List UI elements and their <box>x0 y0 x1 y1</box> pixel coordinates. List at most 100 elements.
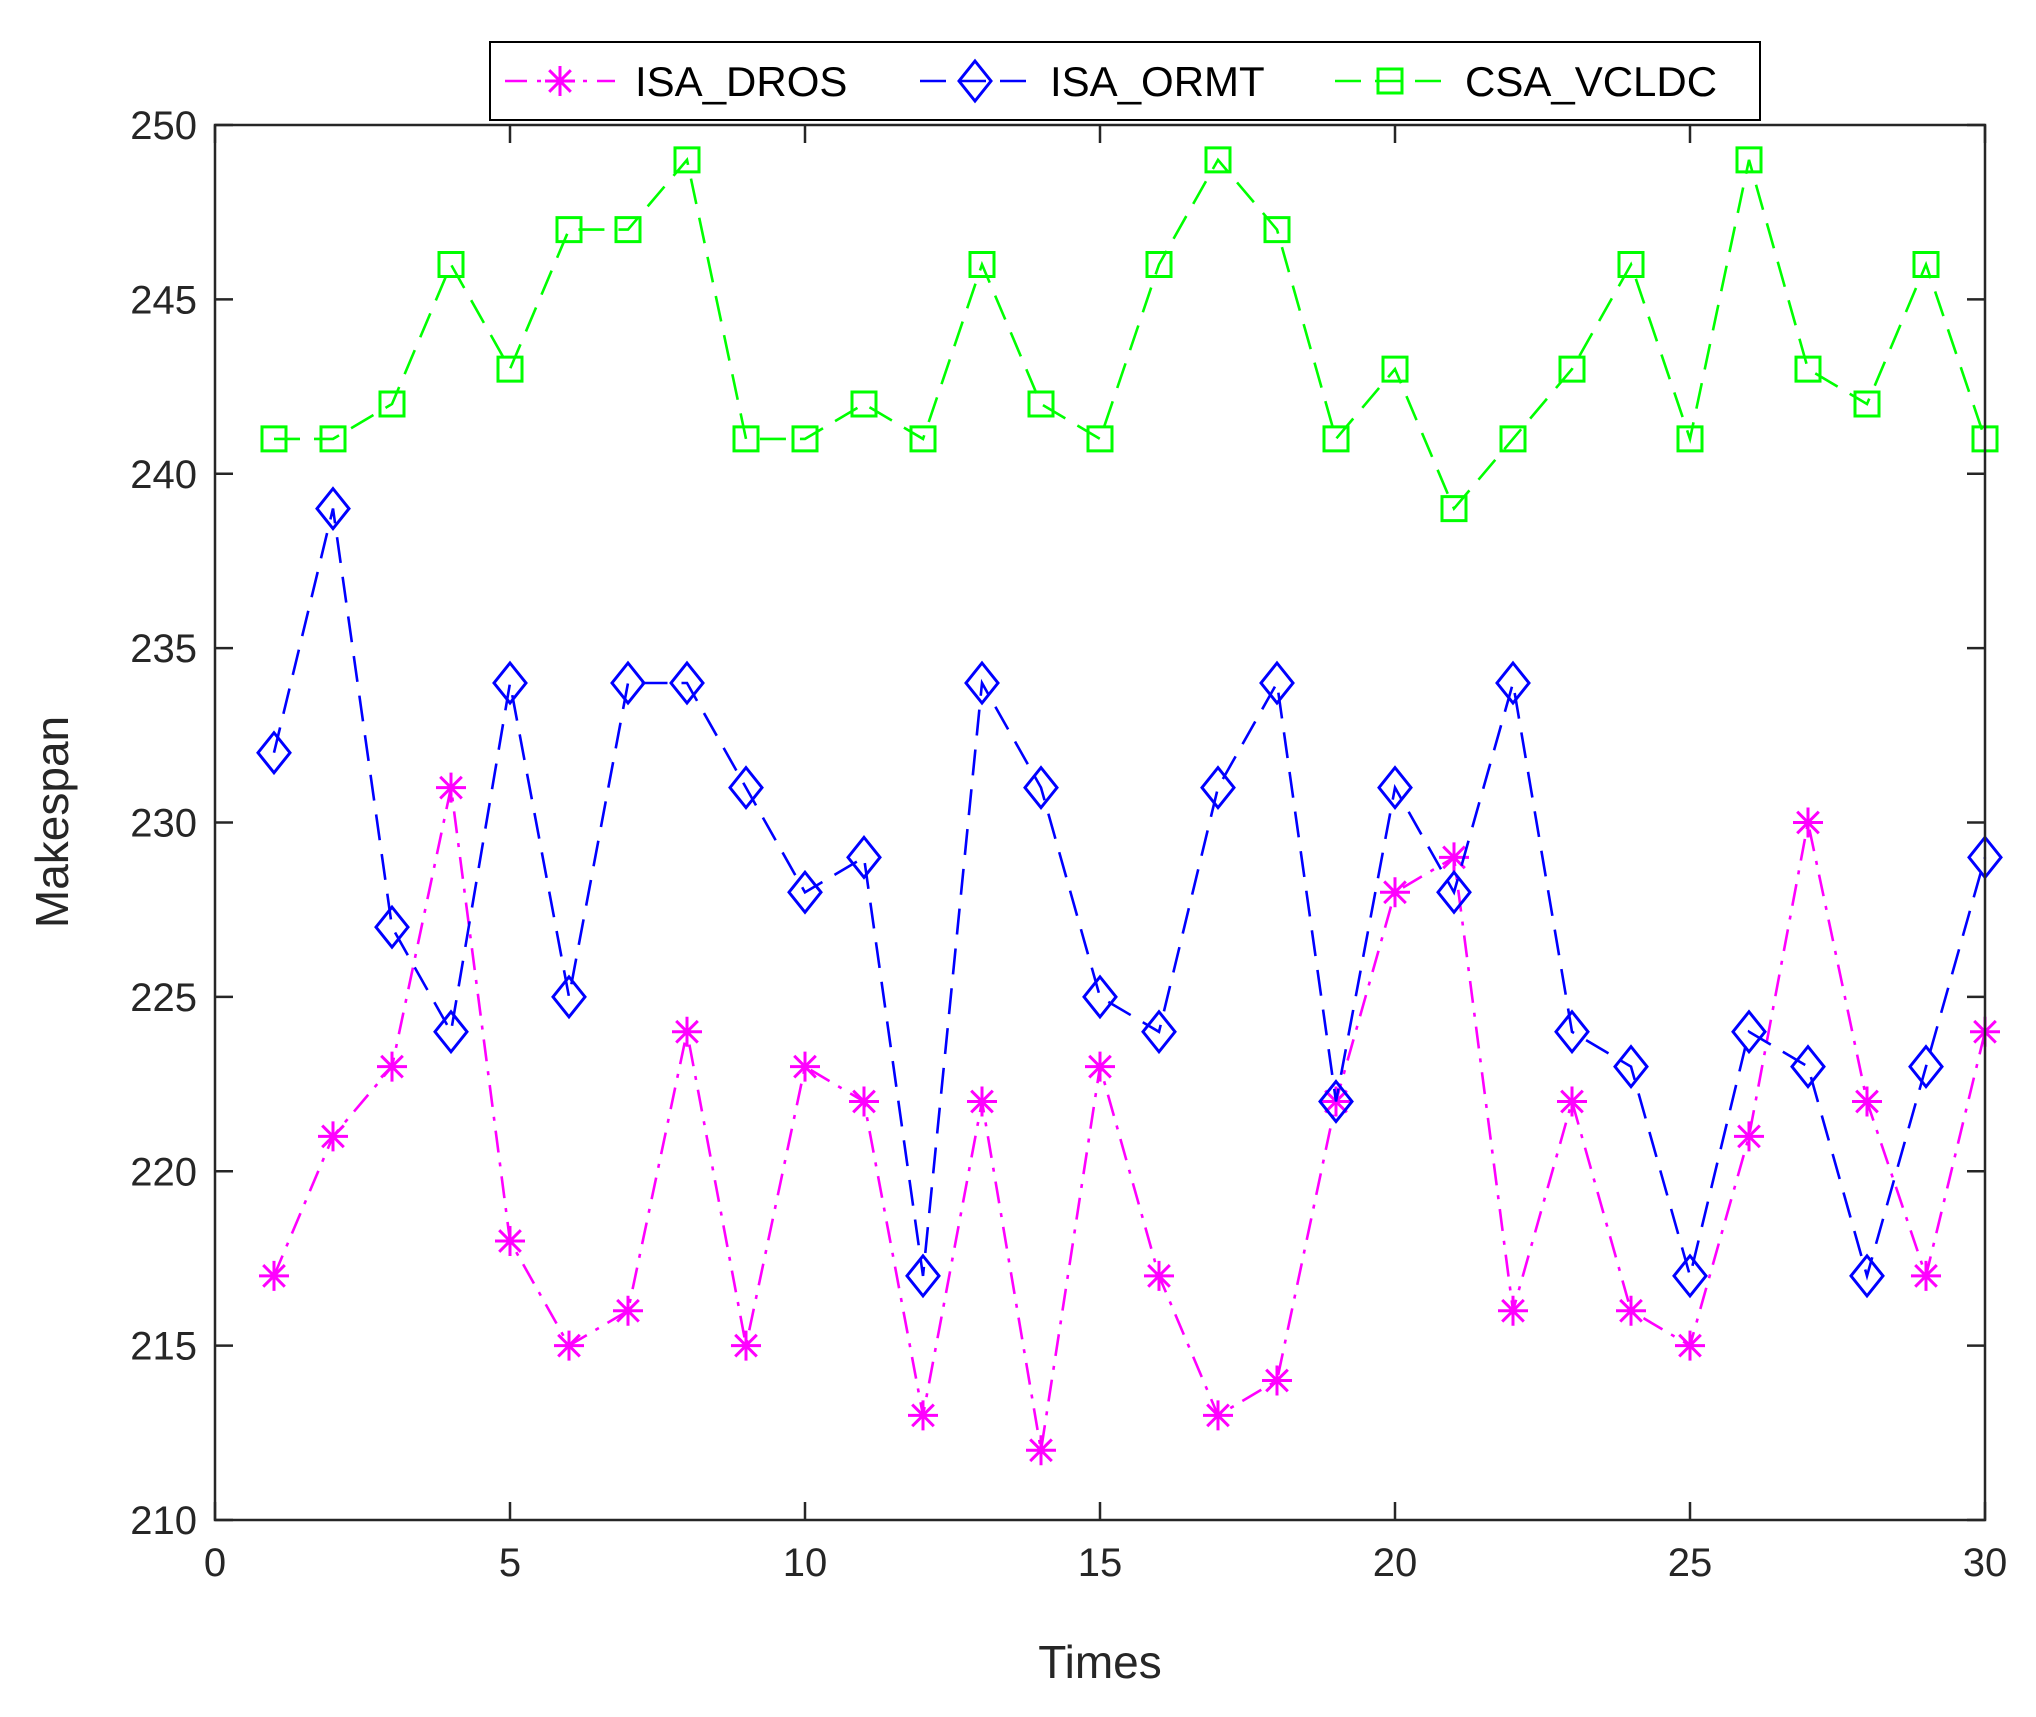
data-point <box>1908 1044 1944 1090</box>
data-point <box>1200 765 1236 811</box>
data-point <box>849 1086 879 1117</box>
series-line <box>272 787 1987 1451</box>
legend-entry: CSA_VCLDC <box>1335 58 1717 105</box>
data-point <box>378 390 406 418</box>
data-point <box>1026 1435 1056 1466</box>
legend: ISA_DROS ISA_ORMT CSA_VCLDC <box>489 41 1761 121</box>
data-point <box>673 146 701 174</box>
data-point <box>495 1226 525 1256</box>
x-tick-label: 20 <box>1373 1541 1418 1585</box>
y-tick-label: 240 <box>130 453 197 497</box>
data-point <box>1554 1009 1590 1055</box>
data-point <box>319 425 347 453</box>
data-point <box>672 1016 702 1047</box>
data-point <box>1852 1086 1882 1117</box>
x-tick-label: 0 <box>204 1541 226 1585</box>
data-point <box>492 660 528 706</box>
data-point <box>732 425 760 453</box>
data-point <box>846 834 882 880</box>
y-tick-label: 245 <box>130 278 197 322</box>
data-point <box>555 216 583 244</box>
data-point <box>1911 1260 1941 1291</box>
legend-marker <box>1376 67 1404 95</box>
data-point <box>1672 1253 1708 1299</box>
data-point <box>613 1295 643 1326</box>
data-point <box>437 251 465 278</box>
data-point <box>1141 1009 1177 1055</box>
data-point <box>374 904 410 950</box>
y-tick-label: 230 <box>130 802 197 846</box>
data-point <box>1675 1330 1705 1361</box>
data-point <box>433 1009 469 1055</box>
data-point <box>1558 355 1586 383</box>
data-point <box>1259 660 1295 706</box>
data-point <box>1318 1079 1354 1124</box>
data-point <box>1436 869 1472 915</box>
data-point <box>728 765 764 811</box>
ticks-layer: 0 5 10 15 20 25 30 210 215 220 225 230 235 240 245 250 <box>130 104 2007 1585</box>
data-point <box>787 869 823 915</box>
data-point <box>1023 765 1059 811</box>
series-isa-ormt <box>256 486 2003 1299</box>
data-point <box>377 1051 407 1082</box>
data-point <box>1498 1295 1528 1326</box>
legend-label: CSA_VCLDC <box>1465 58 1717 105</box>
data-point <box>1145 251 1173 278</box>
data-point <box>1440 495 1468 523</box>
data-point <box>260 425 288 453</box>
data-point <box>1613 1044 1649 1090</box>
data-point <box>256 730 292 776</box>
data-point <box>496 355 524 383</box>
data-point <box>1793 807 1823 838</box>
data-point <box>436 772 466 803</box>
x-tick-label: 5 <box>499 1541 521 1585</box>
data-point <box>1439 842 1469 873</box>
data-point <box>1027 390 1055 418</box>
data-point <box>1381 355 1409 383</box>
data-point <box>315 486 351 532</box>
data-point <box>1322 425 1350 453</box>
data-point <box>614 216 642 244</box>
data-point <box>1262 1365 1292 1396</box>
data-point <box>1616 1295 1646 1326</box>
data-point <box>1912 251 1940 278</box>
data-point <box>554 1330 584 1361</box>
series-line <box>274 157 1987 512</box>
data-point <box>1380 877 1410 908</box>
legend-marker <box>545 66 575 96</box>
legend-label: ISA_DROS <box>635 58 847 105</box>
legend-box <box>489 41 1761 121</box>
data-point <box>1203 1400 1233 1431</box>
data-point <box>1676 425 1704 453</box>
data-point <box>790 1051 820 1082</box>
data-point <box>850 390 878 418</box>
data-point <box>259 1260 289 1291</box>
data-point <box>1794 355 1822 383</box>
legend-entry: ISA_ORMT <box>920 58 1265 105</box>
series-csa-vcldc <box>260 146 1999 523</box>
y-tick-label: 210 <box>130 1499 197 1543</box>
data-point <box>1853 390 1881 418</box>
data-point <box>1849 1253 1885 1299</box>
x-tick-label: 25 <box>1668 1541 1713 1585</box>
y-axis-title: Makespan <box>26 716 78 928</box>
y-tick-label: 250 <box>130 104 197 148</box>
data-point <box>610 660 646 706</box>
data-point <box>1735 146 1763 174</box>
y-tick-label: 215 <box>130 1325 197 1369</box>
y-tick-label: 220 <box>130 1150 197 1194</box>
series-layer <box>256 146 2003 1466</box>
data-point <box>1495 660 1531 706</box>
data-point <box>551 974 587 1020</box>
data-point <box>1086 425 1114 453</box>
series-line <box>272 508 1987 1282</box>
data-point <box>669 660 705 706</box>
data-point <box>909 425 937 453</box>
data-point <box>964 660 1000 706</box>
data-point <box>1617 251 1645 278</box>
y-tick-label: 225 <box>130 976 197 1020</box>
data-point <box>1082 974 1118 1020</box>
legend-entry: ISA_DROS <box>505 58 847 105</box>
data-point <box>968 251 996 278</box>
